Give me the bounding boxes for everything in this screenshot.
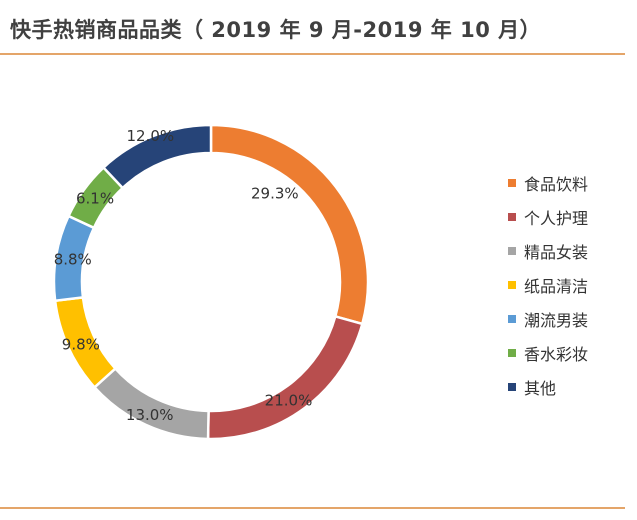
top-divider xyxy=(0,53,625,55)
legend-label: 纸品清洁 xyxy=(524,277,589,296)
legend-label: 食品饮料 xyxy=(524,175,589,194)
legend-item-纸品清洁: 纸品清洁 xyxy=(508,268,588,302)
legend-label: 其他 xyxy=(524,379,557,398)
data-label-香水彩妆: 6.1% xyxy=(76,189,114,207)
legend-item-精品女装: 精品女装 xyxy=(508,234,588,268)
data-label-精品女装: 13.0% xyxy=(126,406,174,424)
legend-item-个人护理: 个人护理 xyxy=(508,200,588,234)
legend-item-食品饮料: 食品饮料 xyxy=(508,166,588,200)
legend-item-潮流男装: 潮流男装 xyxy=(508,302,588,336)
legend-swatch xyxy=(508,349,516,357)
legend-label: 香水彩妆 xyxy=(524,345,589,364)
slice-食品饮料 xyxy=(209,123,370,326)
slice-其他 xyxy=(101,123,213,190)
slice-labels: 29.3% 21.0% 13.0% 9.8% 8.8% 6.1% 12.0% xyxy=(54,127,313,424)
donut-slices xyxy=(52,123,370,441)
chart-legend: 食品饮料个人护理精品女装纸品清洁潮流男装香水彩妆其他 xyxy=(508,166,588,404)
legend-item-其他: 其他 xyxy=(508,370,588,404)
slice-个人护理 xyxy=(206,314,364,441)
data-label-食品饮料: 29.3% xyxy=(251,184,299,202)
data-label-潮流男装: 8.8% xyxy=(54,251,92,269)
legend-label: 个人护理 xyxy=(524,209,589,228)
legend-swatch xyxy=(508,247,516,255)
bottom-divider xyxy=(0,507,625,509)
data-label-纸品清洁: 9.8% xyxy=(62,335,100,353)
legend-swatch xyxy=(508,281,516,289)
legend-swatch xyxy=(508,383,516,391)
chart-title: 快手热销商品品类（ 2019 年 9 月-2019 年 10 月） xyxy=(10,18,542,42)
legend-swatch xyxy=(508,179,516,187)
data-label-其他: 12.0% xyxy=(127,127,175,145)
data-label-个人护理: 21.0% xyxy=(265,392,313,410)
slice-精品女装 xyxy=(92,366,210,441)
legend-item-香水彩妆: 香水彩妆 xyxy=(508,336,588,370)
legend-label: 潮流男装 xyxy=(524,311,589,330)
legend-swatch xyxy=(508,213,516,221)
legend-swatch xyxy=(508,315,516,323)
legend-label: 精品女装 xyxy=(524,243,589,262)
